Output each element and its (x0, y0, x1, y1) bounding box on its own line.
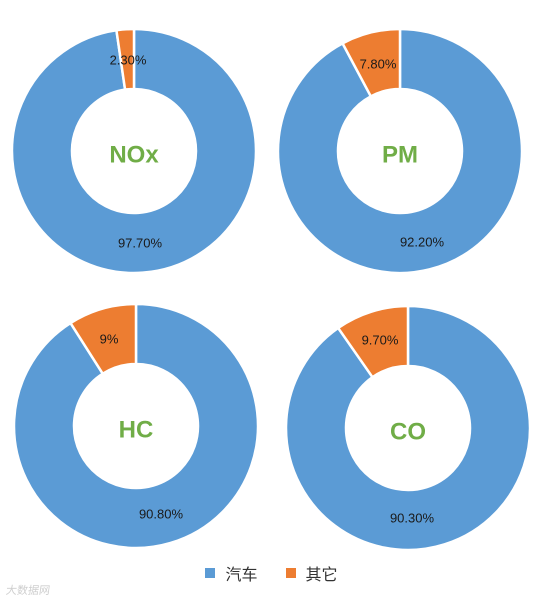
donut-nox: 97.70% 2.30% NOx (10, 27, 258, 275)
donut-co: 90.30% 9.70% CO (284, 304, 532, 552)
slice-hc-car (12, 302, 260, 550)
slice-hc-other (68, 302, 138, 376)
slice-pm-car (276, 27, 524, 275)
center-label-nox: NOx (109, 142, 159, 169)
data-label-nox-car: 97.70% (118, 236, 163, 251)
legend-label-other: 其它 (305, 565, 338, 584)
slice-pm-other (340, 27, 402, 98)
slice-nox-car (10, 27, 258, 275)
data-label-pm-car: 92.20% (400, 235, 445, 250)
data-label-hc-car: 90.80% (139, 507, 184, 522)
legend-item-other: 其它 (285, 561, 338, 585)
donut-pm: 92.20% 7.80% PM (276, 27, 524, 275)
slice-co-other (336, 304, 410, 379)
data-label-hc-other: 9% (100, 332, 119, 347)
watermark-text: 大数据网 (5, 584, 51, 597)
legend-label-car: 汽车 (225, 565, 258, 584)
data-label-pm-other: 7.80% (360, 57, 397, 72)
legend-swatch-car (205, 568, 216, 578)
data-label-co-other: 9.70% (362, 333, 399, 348)
data-label-co-car: 90.30% (390, 511, 435, 526)
legend-item-car: 汽车 (205, 561, 258, 585)
slice-co-car (284, 304, 532, 552)
data-label-nox-other: 2.30% (110, 53, 147, 68)
slice-nox-other (115, 27, 136, 92)
center-label-hc: HC (119, 417, 154, 444)
center-label-pm: PM (382, 142, 418, 169)
center-label-co: CO (390, 419, 426, 446)
donut-hc: 90.80% 9% HC (12, 302, 260, 550)
donut-charts: 97.70%2.30%NOx92.20%7.80%PM90.80%9%HC90.… (10, 27, 532, 552)
legend-swatch-other (285, 568, 296, 578)
legend: 汽车 其它 (0, 560, 543, 586)
